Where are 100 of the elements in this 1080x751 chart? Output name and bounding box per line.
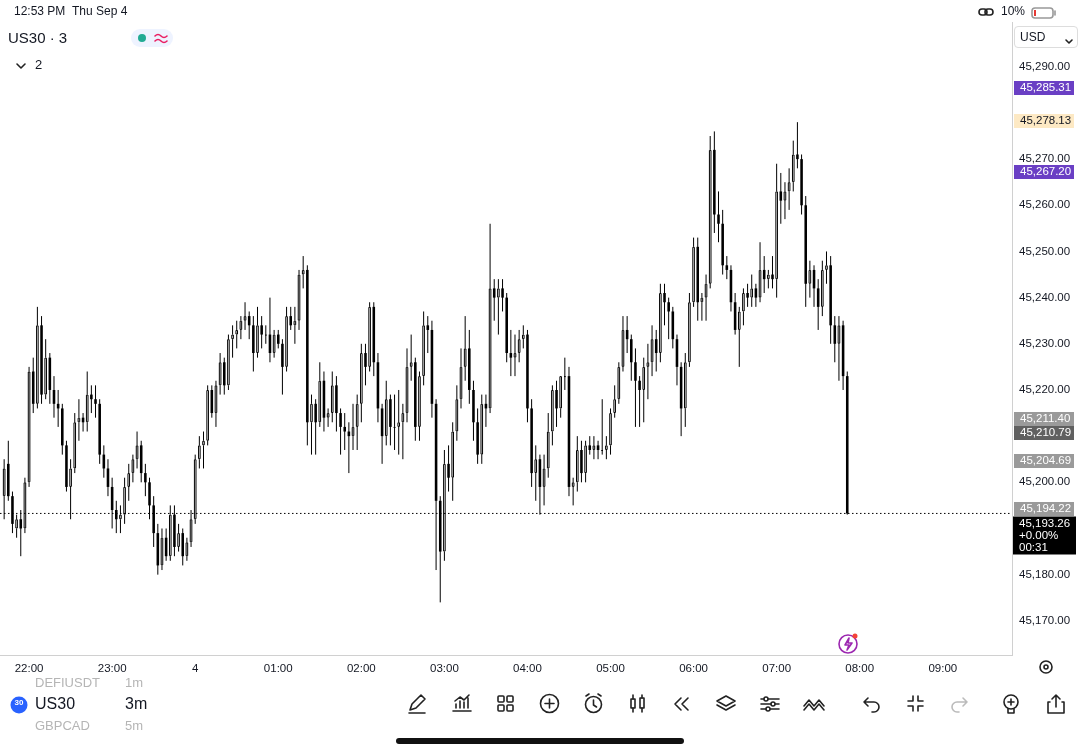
candlestick bbox=[617, 361, 621, 405]
text: DEFIUSDT bbox=[35, 675, 100, 690]
candlestick bbox=[746, 283, 749, 308]
candlestick bbox=[339, 407, 342, 456]
y-tick-label: 45,200.00 bbox=[1019, 475, 1071, 488]
candlestick bbox=[198, 435, 201, 469]
text: 45,210.79 bbox=[1014, 426, 1074, 440]
text: 45,204.69 bbox=[1014, 454, 1074, 468]
x-tick-label: 22:00 bbox=[14, 662, 44, 675]
candlestick bbox=[659, 283, 662, 363]
candlestick bbox=[293, 306, 297, 345]
candlestick bbox=[667, 297, 670, 340]
candlestick bbox=[609, 407, 612, 456]
text: 12:53 PM bbox=[14, 4, 66, 18]
text: 10% bbox=[1001, 4, 1026, 18]
x-tick-label: 05:00 bbox=[596, 662, 625, 675]
x-tick-label: 07:00 bbox=[762, 662, 792, 675]
y-tick-label: 45,180.00 bbox=[1019, 567, 1071, 580]
text: US30 bbox=[35, 695, 76, 712]
text: 1m bbox=[125, 675, 144, 690]
candlestick bbox=[326, 407, 330, 428]
candlestick bbox=[401, 403, 405, 460]
candlestick bbox=[239, 315, 243, 340]
candlestick bbox=[555, 380, 558, 428]
text: USD bbox=[1020, 30, 1046, 44]
candlestick bbox=[318, 361, 322, 428]
candlestick bbox=[206, 384, 209, 446]
candlestick bbox=[646, 343, 650, 400]
candlestick bbox=[330, 371, 334, 423]
y-tick-label: 45,220.00 bbox=[1019, 383, 1071, 396]
candlestick bbox=[580, 440, 583, 483]
candlestick bbox=[144, 463, 147, 497]
text: 45,211.40 bbox=[1014, 412, 1074, 426]
candlestick bbox=[708, 135, 712, 289]
candlestick bbox=[202, 431, 205, 469]
x-tick-label: 04:00 bbox=[513, 662, 542, 675]
candlestick bbox=[692, 237, 695, 308]
text: +0.00% bbox=[1019, 528, 1059, 541]
candlestick bbox=[235, 320, 239, 349]
y-tick-label: 45,270.00 bbox=[1019, 152, 1071, 165]
x-tick-label: 03:00 bbox=[430, 662, 459, 675]
candlestick bbox=[260, 315, 263, 349]
candlestick bbox=[787, 167, 791, 211]
candlestick bbox=[272, 329, 276, 359]
candlestick bbox=[422, 310, 425, 386]
candlestick bbox=[642, 357, 646, 423]
candlestick bbox=[181, 527, 185, 566]
candlestick bbox=[297, 269, 301, 331]
candlestick bbox=[592, 435, 596, 460]
candlestick bbox=[218, 352, 222, 396]
candlestick bbox=[576, 435, 579, 493]
x-tick-label: 02:00 bbox=[346, 662, 376, 675]
candlestick bbox=[821, 260, 824, 317]
candlestick bbox=[497, 278, 500, 336]
candlestick bbox=[36, 306, 39, 409]
candlestick bbox=[634, 347, 637, 428]
candlestick bbox=[360, 343, 363, 423]
candlestick bbox=[384, 380, 388, 446]
candlestick bbox=[501, 278, 504, 312]
text: 45,285.31 bbox=[1014, 81, 1074, 95]
candlestick bbox=[683, 352, 687, 428]
x-tick-label: 06:00 bbox=[679, 662, 708, 675]
candlestick bbox=[368, 301, 371, 372]
candlestick bbox=[85, 371, 89, 433]
text: 45,267.20 bbox=[1014, 165, 1074, 179]
candlestick bbox=[717, 190, 720, 243]
candlestick bbox=[742, 287, 745, 326]
candlestick bbox=[767, 269, 770, 289]
x-tick-label: 23:00 bbox=[97, 662, 127, 675]
text: US30 · 3 bbox=[8, 29, 68, 46]
text: 5m bbox=[125, 718, 144, 733]
candlestick bbox=[343, 412, 346, 451]
text: 45,278.13 bbox=[1014, 114, 1074, 128]
candlestick bbox=[791, 140, 795, 192]
candlestick bbox=[480, 394, 484, 465]
candlestick bbox=[256, 306, 259, 359]
annotation: 2 bbox=[35, 57, 43, 72]
x-tick-label: 4 bbox=[192, 662, 199, 675]
candlestick bbox=[559, 376, 562, 419]
candlestick bbox=[77, 398, 81, 442]
candlestick bbox=[613, 384, 616, 419]
text: 45,194.22 bbox=[1014, 502, 1074, 516]
y-tick-label: 45,240.00 bbox=[1019, 290, 1071, 303]
candlestick bbox=[94, 384, 97, 419]
candlestick bbox=[285, 306, 288, 372]
text: Thu Sep 4 bbox=[72, 4, 128, 18]
ref-line-label: 45,193.26 bbox=[1019, 516, 1071, 529]
candlestick bbox=[276, 329, 280, 349]
y-tick-label: 45,250.00 bbox=[1019, 244, 1071, 257]
candlestick bbox=[264, 324, 268, 345]
text: GBPCAD bbox=[35, 718, 90, 733]
candlestick bbox=[750, 274, 754, 308]
candlestick bbox=[775, 163, 778, 299]
text: 30 bbox=[13, 698, 25, 707]
text: 3m bbox=[125, 695, 148, 712]
text: 00:31 bbox=[1019, 540, 1048, 553]
candlestick bbox=[231, 324, 234, 359]
candlestick bbox=[131, 454, 135, 483]
candlestick bbox=[571, 477, 575, 506]
candlestick bbox=[27, 366, 31, 488]
